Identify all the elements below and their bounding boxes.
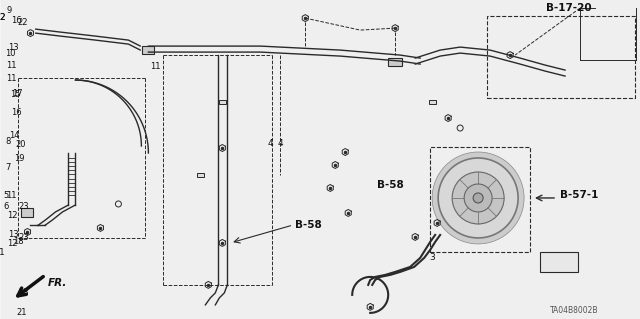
Text: 14: 14	[9, 130, 20, 139]
Text: 2: 2	[0, 13, 5, 22]
Bar	[197, 173, 204, 177]
Text: 22: 22	[17, 18, 28, 26]
Text: 3: 3	[429, 253, 435, 263]
Text: 12: 12	[7, 240, 18, 249]
Text: 16: 16	[11, 108, 22, 116]
Text: FR.: FR.	[47, 278, 67, 288]
Text: 10: 10	[5, 48, 16, 58]
Text: 4: 4	[268, 138, 273, 147]
Text: 21: 21	[16, 308, 27, 317]
Circle shape	[473, 193, 483, 203]
Text: 23: 23	[18, 234, 29, 242]
Text: 1: 1	[0, 249, 4, 257]
Text: B-58: B-58	[295, 220, 322, 230]
Text: 11: 11	[6, 61, 17, 70]
Text: TA04B8002B: TA04B8002B	[550, 306, 598, 315]
Text: B-57-1: B-57-1	[560, 190, 598, 200]
Bar	[487, 16, 635, 98]
Circle shape	[464, 184, 492, 212]
Text: 18: 18	[13, 237, 24, 247]
Circle shape	[432, 152, 524, 244]
Bar	[388, 58, 402, 66]
Text: 11: 11	[6, 74, 17, 83]
Bar	[540, 252, 578, 272]
Text: 8: 8	[6, 137, 11, 145]
Text: 20: 20	[15, 139, 26, 149]
Bar	[219, 100, 226, 105]
Text: 15: 15	[10, 90, 20, 99]
Text: 13: 13	[8, 230, 19, 240]
Bar	[430, 147, 530, 252]
Text: 16: 16	[11, 16, 22, 25]
Text: 5: 5	[3, 191, 8, 200]
Text: 23: 23	[18, 288, 29, 297]
Text: 11: 11	[150, 62, 161, 70]
Text: B-17-20: B-17-20	[547, 3, 592, 13]
Bar	[22, 208, 33, 218]
Text: 17: 17	[12, 89, 23, 98]
Text: B-58: B-58	[377, 180, 404, 190]
Text: 11: 11	[6, 191, 17, 200]
Text: 12: 12	[7, 211, 18, 220]
Text: 4: 4	[278, 138, 283, 147]
Text: 13: 13	[8, 43, 19, 52]
Bar	[429, 100, 436, 105]
Bar	[142, 46, 154, 54]
Circle shape	[452, 172, 504, 224]
Text: 7: 7	[5, 164, 10, 173]
Text: 6: 6	[4, 203, 9, 211]
Circle shape	[438, 158, 518, 238]
Text: 19: 19	[14, 153, 25, 162]
Text: 23: 23	[18, 203, 29, 211]
Text: 9: 9	[7, 6, 12, 15]
Text: 2: 2	[0, 13, 5, 22]
